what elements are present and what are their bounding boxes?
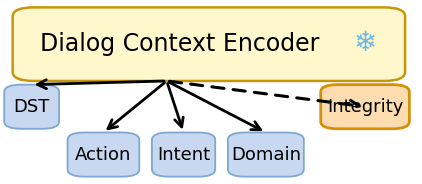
Text: DST: DST [14, 98, 50, 116]
Text: Domain: Domain [231, 146, 301, 164]
Text: Integrity: Integrity [327, 98, 403, 116]
FancyBboxPatch shape [68, 132, 139, 177]
Text: Intent: Intent [157, 146, 210, 164]
Text: Action: Action [75, 146, 132, 164]
FancyBboxPatch shape [13, 7, 405, 81]
FancyBboxPatch shape [321, 85, 409, 129]
Text: ❄: ❄ [353, 29, 377, 57]
FancyBboxPatch shape [4, 85, 59, 129]
FancyBboxPatch shape [152, 132, 215, 177]
FancyBboxPatch shape [228, 132, 304, 177]
Text: Dialog Context Encoder: Dialog Context Encoder [40, 32, 319, 56]
